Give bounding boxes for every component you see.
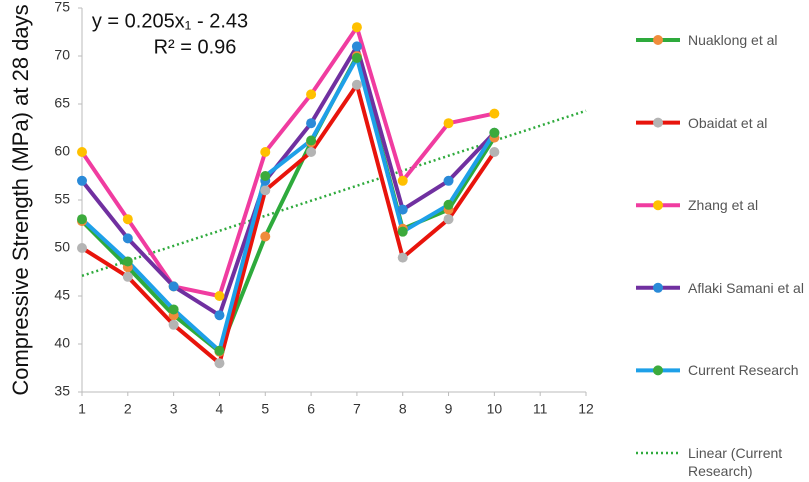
legend-marker [653,200,663,211]
marker [122,214,133,225]
marker [306,135,317,146]
marker [306,147,317,157]
y-tick-label: 70 [54,47,70,63]
marker [122,233,133,244]
marker [351,79,362,90]
marker [214,310,225,321]
legend-label: Obaidat et al [688,114,768,131]
marker [489,147,500,157]
legend-item: Nuaklong et al [688,32,778,48]
marker [351,52,362,63]
x-tick-label: 6 [307,401,315,417]
x-tick-label: 5 [261,401,269,417]
x-tick-label: 1 [78,401,86,417]
legend-label: Current Research [688,362,799,379]
marker [489,108,500,119]
x-tick-label: 4 [216,401,224,417]
legend-item: Current Research [688,362,799,379]
marker [443,118,454,129]
y-tick-label: 65 [54,95,70,111]
marker [306,118,317,129]
series-line [80,44,496,318]
legend-marker [653,35,663,45]
y-tick-label: 40 [54,335,70,351]
legend-label: Aflaki Samani et al [688,279,804,296]
marker [214,291,225,301]
legend-item: Linear (Current Research) [688,445,783,479]
marker [351,41,362,52]
marker [77,214,87,225]
marker [443,199,454,210]
marker [77,175,87,186]
marker [351,22,362,33]
marker [77,147,87,157]
marker [489,127,500,138]
legend-label: Linear (Current Research) [688,445,783,479]
series-line [80,55,497,353]
series-line [80,82,497,366]
marker [443,175,454,186]
marker [168,281,179,292]
series-line [80,54,497,354]
x-tick-label: 3 [170,401,178,417]
y-tick-label: 35 [54,383,70,399]
x-tick-label: 2 [124,401,132,417]
marker [260,185,271,196]
legend-item: Aflaki Samani et al [688,279,804,296]
marker [397,204,408,215]
marker [397,226,408,237]
marker [397,252,408,263]
marker [397,175,408,186]
marker [122,256,133,267]
x-tick-label: 8 [399,401,407,417]
legend-item: Zhang et al [688,197,759,214]
legend-label: Nuaklong et al [688,32,778,48]
legend-item: Obaidat et al [688,114,768,131]
marker [168,319,179,330]
legend-label: Zhang et al [688,197,759,214]
marker [260,231,271,242]
marker [214,358,225,369]
marker [260,171,271,181]
series-line [80,25,495,298]
trendline [81,109,587,278]
marker [122,271,133,282]
y-tick-label: 75 [54,0,70,15]
x-tick-label: 7 [353,401,361,417]
marker [306,89,317,100]
y-tick-label: 60 [54,143,70,159]
y-tick-label: 55 [54,191,70,207]
marker [77,243,87,253]
x-tick-label: 11 [533,401,548,417]
legend-marker [653,365,663,376]
y-tick-label: 50 [54,239,70,255]
marker [260,147,271,157]
y-tick-label: 45 [54,287,70,303]
equation: y = 0.205x₁ - 2.43 [92,10,248,32]
x-tick-label: 12 [578,401,594,417]
marker [168,304,179,315]
y-axis-label: Compressive Strength (MPa) at 28 days [8,4,33,395]
marker [214,345,225,356]
x-tick-label: 10 [487,401,503,417]
x-tick-label: 9 [445,401,453,417]
r-squared: R² = 0.96 [154,36,237,58]
legend-marker [653,117,663,128]
marker [443,214,454,225]
legend-marker [653,282,663,293]
